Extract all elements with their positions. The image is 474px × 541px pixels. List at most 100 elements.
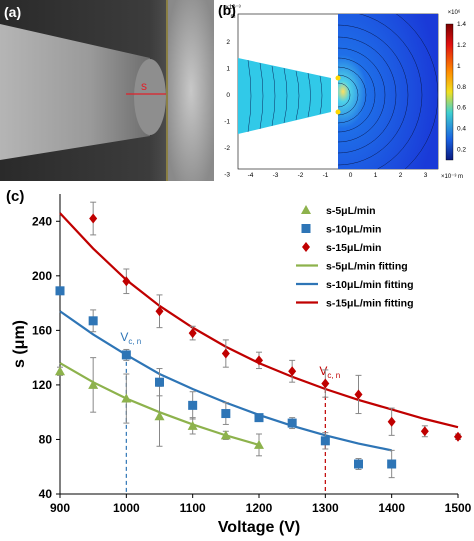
panel-a-photo: s (a) [0,0,214,181]
colorbar-tick-label: 1.2 [457,42,466,49]
data-point-square [254,413,264,423]
data-point-diamond [221,348,230,359]
colorbar-tick-label: 0.8 [457,84,466,91]
fit-curve [59,310,392,452]
data-point-square [155,377,164,387]
panel-a-label: (a) [4,4,22,20]
colorbar-tick-label: 0.4 [457,126,466,133]
y-tick-label: 240 [32,214,52,228]
data-point-triangle [121,393,132,403]
sim-x-tick-label: 1 [374,172,378,179]
y-tick-label: 160 [32,323,52,337]
panel-c-label: (c) [6,188,25,205]
data-point-diamond [188,328,197,339]
sim-y-tick-label: -3 [224,172,230,179]
data-point-diamond [122,276,131,287]
sim-y-tick-label: 1 [226,66,230,73]
legend-entry-label: s-10μL/min [326,224,381,236]
sim-x-tick-label: -3 [273,172,279,179]
y-axis-title: s (μm) [11,320,28,368]
sim-x-tick-label: -2 [298,172,304,179]
sim-y-unit: m [231,14,236,20]
sim-x-tick-label: 2 [399,172,403,179]
data-point-diamond [420,426,429,437]
data-point-square [121,350,131,360]
colorbar-tick-label: 1.4 [457,21,466,28]
data-point-triangle [88,379,99,389]
simulation-plot: -4 -3 -2 -1 0 1 2 3 2 1 0 -1 -2 -3 ×10⁻³ m ×10⁻³ m ×… [224,5,466,180]
data-point-diamond [387,416,396,427]
sim-y-ticks: 2 1 0 -1 -2 -3 [224,39,230,179]
legend-entry-label: s-5μL/min [326,205,376,217]
x-tick-label: 1300 [312,501,339,515]
legend-marker-swatch [301,205,311,214]
sim-y-tick-label: -2 [224,145,230,152]
colorbar [445,23,454,161]
sim-x-tick-label: -1 [323,172,329,179]
legend-marker-swatch [302,242,310,252]
legend-entry-label: s-10μL/min fitting [326,279,414,291]
colorbar-tick-label: 0.6 [457,105,466,112]
data-point-square [354,459,363,469]
field-region [338,14,438,169]
data-point-triangle [254,439,264,449]
y-tick-label: 200 [32,269,52,283]
x-tick-label: 1400 [378,501,405,515]
data-point-triangle [154,411,165,421]
s-marker-label: s [141,79,147,93]
x-tick-label: 1200 [246,501,273,515]
data-point-diamond [354,389,363,400]
data-point-triangle [55,366,65,376]
sim-x-tick-label: -4 [248,172,254,179]
colorbar-ticks: 1.4 1.2 1 0.8 0.6 0.4 0.2 [457,21,466,154]
x-tick-label: 1100 [180,501,206,515]
panel-b-simulation: -4 -3 -2 -1 0 1 2 3 2 1 0 -1 -2 -3 ×10⁻³ m ×10⁻³ m ×… [214,0,474,181]
sim-x-tick-label: 0 [349,172,353,179]
tip-bottom-hotspot [335,109,341,115]
data-point-diamond [321,378,330,389]
y-tick-label: 80 [39,432,53,446]
x-tick-label: 1000 [113,501,140,515]
sim-x-exponent: ×10⁻³ m [441,174,463,180]
data-point-triangle [187,420,198,430]
y-tick-label: 40 [39,487,53,501]
x-axis-title: Voltage (V) [218,519,300,536]
data-point-square [55,286,65,296]
data-point-square [88,316,98,326]
sim-y-tick-label: 0 [226,92,230,99]
y-tick-label: 120 [32,378,52,392]
sim-x-ticks: -4 -3 -2 -1 0 1 2 3 [248,172,428,179]
data-point-square [188,400,198,410]
nozzle-shape [0,24,150,160]
data-point-diamond [155,306,164,317]
s-vs-voltage-chart: 900 1000 1100 1200 1300 1400 1500 40 80 120 160 200… [11,194,472,536]
tip-top-hotspot [335,75,341,81]
data-point-square [387,459,397,469]
data-point-square [320,436,330,446]
colorbar-tick-label: 1 [457,63,461,70]
data-point-triangle [220,430,231,440]
data-point-diamond [89,213,98,224]
x-tick-label: 900 [50,501,70,515]
legend-marker-swatch [301,224,311,233]
x-tick-label: 1500 [445,501,472,515]
data-point-diamond [255,355,263,366]
nozzle-region [238,58,331,134]
panel-c-chart: 900 1000 1100 1200 1300 1400 1500 40 80 120 160 200… [0,186,474,536]
colorbar-tick-label: 0.2 [457,147,466,154]
data-point-square [287,418,297,428]
panel-b-label: (b) [218,2,236,18]
vcn-annotation: Vc, n [120,330,141,346]
sim-y-tick-label: -1 [224,119,230,126]
vcn-annotation: Vc, n [319,364,340,380]
photo-image: s [0,0,214,181]
legend-entry-label: s-15μL/min [326,242,381,254]
nozzle-contours [247,59,323,133]
sim-y-tick-label: 2 [226,39,230,46]
sim-x-tick-label: 3 [424,172,428,179]
legend-entry-label: s-15μL/min fitting [326,298,414,310]
data-point-diamond [454,431,462,442]
field-contours [338,14,438,169]
data-point-diamond [288,366,297,377]
colorbar-exponent: ×10⁶ [448,9,461,16]
